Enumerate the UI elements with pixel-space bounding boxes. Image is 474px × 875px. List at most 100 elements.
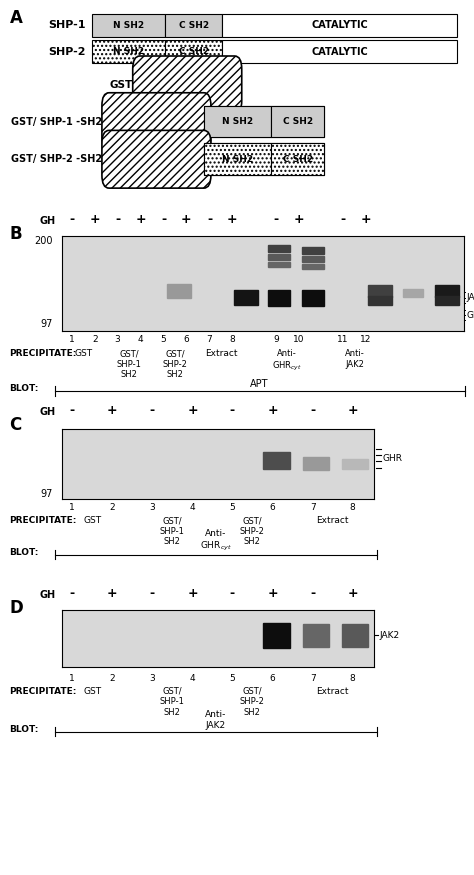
Text: C SH2: C SH2: [179, 47, 209, 56]
Text: +: +: [227, 213, 237, 226]
Text: GST: GST: [83, 687, 101, 696]
Text: SHP-2: SHP-2: [48, 46, 85, 57]
Text: N SH2: N SH2: [222, 155, 253, 164]
Bar: [271, 144, 324, 175]
Text: GST/
SHP-1
SH2: GST/ SHP-1 SH2: [160, 516, 185, 546]
Bar: [92, 40, 165, 63]
Text: B: B: [9, 225, 22, 243]
Text: 1: 1: [69, 503, 75, 512]
Text: C: C: [9, 416, 22, 434]
Text: PRECIPITATE:: PRECIPITATE:: [9, 516, 77, 525]
Text: 3: 3: [149, 503, 155, 512]
Text: +: +: [361, 213, 371, 226]
Text: D: D: [9, 599, 23, 618]
Text: -: -: [70, 404, 74, 417]
Text: CATALYTIC: CATALYTIC: [311, 46, 368, 57]
Text: Extract: Extract: [205, 349, 237, 358]
Text: Anti-
JAK2: Anti- JAK2: [205, 710, 227, 730]
Text: -: -: [341, 213, 346, 226]
Text: GST/
SHP-2
SH2: GST/ SHP-2 SH2: [240, 516, 265, 546]
Bar: [222, 40, 457, 63]
Text: +: +: [267, 587, 278, 600]
Text: JAK2: JAK2: [467, 293, 474, 302]
FancyBboxPatch shape: [133, 56, 242, 114]
Text: +: +: [347, 404, 358, 417]
Text: -: -: [273, 213, 278, 226]
Bar: [268, 290, 290, 305]
Text: +: +: [90, 213, 100, 226]
Text: GST/
SHP-2
SH2: GST/ SHP-2 SH2: [240, 687, 265, 717]
FancyBboxPatch shape: [102, 93, 211, 150]
Bar: [435, 285, 458, 297]
Text: 5: 5: [229, 503, 235, 512]
Text: 3: 3: [149, 674, 155, 682]
Bar: [263, 623, 291, 648]
Text: +: +: [187, 404, 198, 417]
Bar: [92, 14, 165, 37]
Text: +: +: [181, 213, 191, 226]
Text: 11: 11: [337, 335, 349, 344]
Text: 6: 6: [183, 335, 189, 344]
Text: 6: 6: [270, 503, 275, 512]
Text: GHR: GHR: [467, 311, 474, 319]
Text: GHR: GHR: [383, 454, 402, 463]
Bar: [263, 452, 291, 469]
Text: Extract: Extract: [317, 687, 349, 696]
Bar: [165, 14, 222, 37]
Bar: [222, 14, 457, 37]
Bar: [302, 256, 324, 262]
Text: GST/ SHP-2 -SH2: GST/ SHP-2 -SH2: [11, 154, 102, 164]
Text: C SH2: C SH2: [179, 21, 209, 30]
Text: 5: 5: [229, 674, 235, 682]
Text: GST/ SHP-1 -SH2: GST/ SHP-1 -SH2: [11, 116, 102, 127]
Text: -: -: [70, 213, 74, 226]
Text: GST: GST: [74, 349, 92, 358]
Text: Extract: Extract: [317, 516, 349, 525]
Text: 8: 8: [350, 674, 356, 682]
Text: N SH2: N SH2: [113, 47, 145, 56]
Text: -: -: [150, 404, 155, 417]
Text: 9: 9: [273, 335, 279, 344]
Text: APT: APT: [250, 380, 269, 389]
Bar: [403, 289, 423, 298]
Bar: [342, 458, 368, 469]
Bar: [268, 262, 290, 268]
Text: +: +: [107, 404, 118, 417]
Text: BLOT:: BLOT:: [9, 548, 39, 556]
Text: GH: GH: [39, 408, 55, 417]
Text: 200: 200: [35, 235, 53, 246]
Text: GST/
SHP-1
SH2: GST/ SHP-1 SH2: [160, 687, 185, 717]
Text: 4: 4: [190, 503, 195, 512]
Text: 97: 97: [41, 318, 53, 329]
Bar: [302, 247, 324, 254]
Text: -: -: [310, 587, 315, 600]
Text: C SH2: C SH2: [283, 117, 313, 126]
Text: 8: 8: [229, 335, 235, 344]
Text: GST: GST: [83, 516, 101, 525]
Bar: [204, 144, 324, 175]
Text: 6: 6: [270, 674, 275, 682]
Text: GST: GST: [109, 80, 133, 90]
Text: -: -: [207, 213, 212, 226]
Text: 5: 5: [161, 335, 166, 344]
Text: PRECIPITATE:: PRECIPITATE:: [9, 349, 77, 358]
Bar: [167, 284, 191, 298]
Text: -: -: [161, 213, 166, 226]
Text: JAK2: JAK2: [379, 631, 399, 640]
Text: Anti-
GHR$_{cyt}$: Anti- GHR$_{cyt}$: [272, 349, 302, 373]
Text: -: -: [230, 404, 235, 417]
Text: BLOT:: BLOT:: [9, 724, 39, 733]
Bar: [303, 458, 328, 470]
Text: -: -: [70, 587, 74, 600]
Text: GST/
SHP-1
SH2: GST/ SHP-1 SH2: [117, 349, 142, 379]
Bar: [435, 296, 458, 305]
Text: 7: 7: [310, 503, 316, 512]
Text: +: +: [187, 587, 198, 600]
Text: +: +: [136, 213, 146, 226]
Bar: [204, 106, 271, 137]
Bar: [165, 40, 222, 63]
Text: BLOT:: BLOT:: [9, 384, 39, 393]
Text: 2: 2: [109, 503, 115, 512]
Text: -: -: [310, 404, 315, 417]
Text: 7: 7: [310, 674, 316, 682]
